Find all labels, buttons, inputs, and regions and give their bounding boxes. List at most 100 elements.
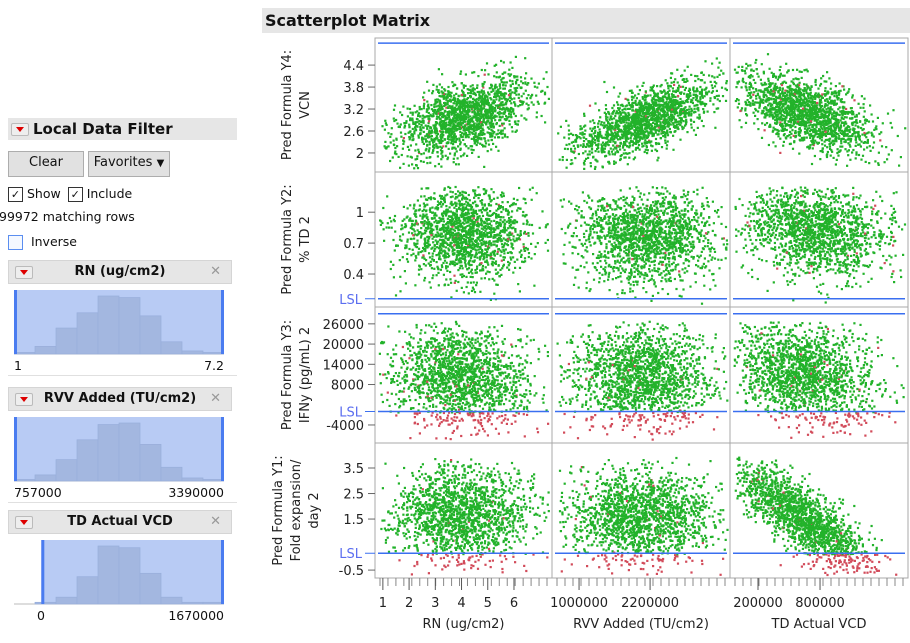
data-point bbox=[602, 147, 605, 150]
data-point bbox=[476, 90, 479, 94]
data-point bbox=[432, 109, 435, 112]
data-point bbox=[684, 100, 687, 103]
data-point bbox=[458, 107, 462, 110]
data-point bbox=[492, 99, 495, 102]
data-point bbox=[577, 152, 580, 156]
data-point bbox=[634, 94, 637, 97]
close-icon[interactable]: ✕ bbox=[210, 264, 221, 279]
column-menu-triangle-icon[interactable] bbox=[15, 516, 33, 529]
data-point bbox=[609, 116, 612, 120]
range-handle-min[interactable] bbox=[14, 417, 17, 481]
data-point bbox=[511, 80, 514, 83]
data-point bbox=[499, 87, 502, 90]
data-point bbox=[478, 108, 481, 111]
data-point bbox=[608, 112, 611, 116]
column-menu-triangle-icon[interactable] bbox=[15, 393, 33, 406]
range-handle-max[interactable] bbox=[221, 540, 224, 604]
data-point bbox=[767, 77, 770, 80]
data-point bbox=[798, 152, 801, 155]
clear-button[interactable]: Clear bbox=[8, 151, 84, 177]
data-point bbox=[483, 165, 486, 168]
data-point bbox=[431, 90, 435, 93]
data-point bbox=[452, 134, 456, 137]
data-point bbox=[616, 138, 620, 141]
data-point bbox=[495, 122, 498, 125]
filter-menu-triangle-icon[interactable] bbox=[11, 123, 29, 136]
data-point bbox=[490, 121, 493, 124]
data-point bbox=[533, 81, 536, 84]
data-point bbox=[643, 94, 646, 97]
data-point bbox=[686, 99, 689, 102]
data-point bbox=[809, 91, 812, 94]
data-point bbox=[615, 123, 618, 126]
data-point bbox=[821, 93, 824, 96]
data-point bbox=[829, 154, 832, 157]
close-icon[interactable]: ✕ bbox=[210, 514, 221, 529]
filter-histogram[interactable] bbox=[14, 290, 224, 356]
data-point bbox=[830, 117, 833, 120]
data-point bbox=[437, 162, 440, 166]
data-point bbox=[590, 148, 594, 151]
data-point bbox=[471, 111, 474, 114]
range-handle-min[interactable] bbox=[41, 540, 45, 604]
data-point bbox=[437, 68, 440, 71]
data-point bbox=[635, 138, 638, 141]
data-point bbox=[495, 76, 498, 79]
data-point bbox=[769, 88, 772, 91]
data-point bbox=[462, 113, 465, 116]
data-point bbox=[439, 135, 442, 138]
data-point bbox=[596, 125, 600, 128]
data-point bbox=[627, 122, 630, 125]
data-point bbox=[487, 114, 490, 117]
range-handle-min[interactable] bbox=[14, 290, 17, 354]
data-point bbox=[472, 149, 475, 152]
data-point bbox=[787, 96, 790, 100]
range-handle-max[interactable] bbox=[221, 290, 224, 354]
data-point bbox=[623, 111, 626, 114]
data-point bbox=[831, 116, 834, 119]
data-point bbox=[503, 94, 506, 97]
data-point bbox=[484, 142, 488, 145]
data-point bbox=[472, 115, 475, 118]
data-point bbox=[454, 135, 457, 138]
data-point bbox=[535, 116, 538, 119]
data-point bbox=[824, 122, 827, 125]
filter-histogram[interactable] bbox=[14, 540, 224, 606]
data-point bbox=[475, 143, 478, 147]
include-checkbox[interactable]: ✓ bbox=[67, 187, 83, 202]
data-point bbox=[818, 102, 821, 105]
data-point bbox=[492, 89, 495, 92]
show-checkbox[interactable]: ✓ bbox=[8, 187, 23, 202]
data-point bbox=[696, 75, 699, 78]
column-menu-triangle-icon[interactable] bbox=[15, 266, 33, 279]
data-point bbox=[473, 104, 476, 107]
data-point bbox=[710, 91, 713, 94]
filter-histogram[interactable] bbox=[14, 417, 224, 483]
data-point bbox=[446, 101, 449, 104]
close-icon[interactable]: ✕ bbox=[210, 391, 221, 406]
data-point bbox=[596, 147, 599, 151]
data-point bbox=[446, 103, 449, 106]
data-point bbox=[791, 119, 794, 122]
data-point bbox=[443, 94, 446, 97]
data-point bbox=[667, 97, 670, 100]
data-point bbox=[854, 157, 857, 160]
data-point bbox=[711, 62, 714, 65]
data-point bbox=[608, 153, 611, 156]
range-handle-max[interactable] bbox=[221, 417, 224, 481]
data-point bbox=[617, 107, 620, 110]
data-point bbox=[781, 114, 784, 117]
data-point bbox=[533, 85, 536, 88]
data-point bbox=[429, 126, 432, 129]
data-point bbox=[790, 101, 793, 104]
favorites-dropdown[interactable]: Favorites ▼ bbox=[88, 151, 170, 177]
data-point bbox=[407, 131, 410, 134]
data-point bbox=[439, 103, 442, 106]
data-point bbox=[653, 111, 656, 114]
data-point bbox=[529, 97, 532, 100]
data-point bbox=[618, 119, 621, 122]
data-point bbox=[471, 132, 474, 135]
inverse-checkbox[interactable] bbox=[8, 235, 23, 250]
data-point bbox=[591, 138, 594, 141]
data-point bbox=[572, 151, 575, 154]
